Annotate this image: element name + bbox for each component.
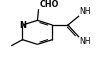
Text: N: N	[19, 21, 26, 30]
Text: NH: NH	[79, 37, 91, 46]
Text: NH: NH	[79, 7, 91, 16]
Text: CHO: CHO	[40, 0, 59, 9]
